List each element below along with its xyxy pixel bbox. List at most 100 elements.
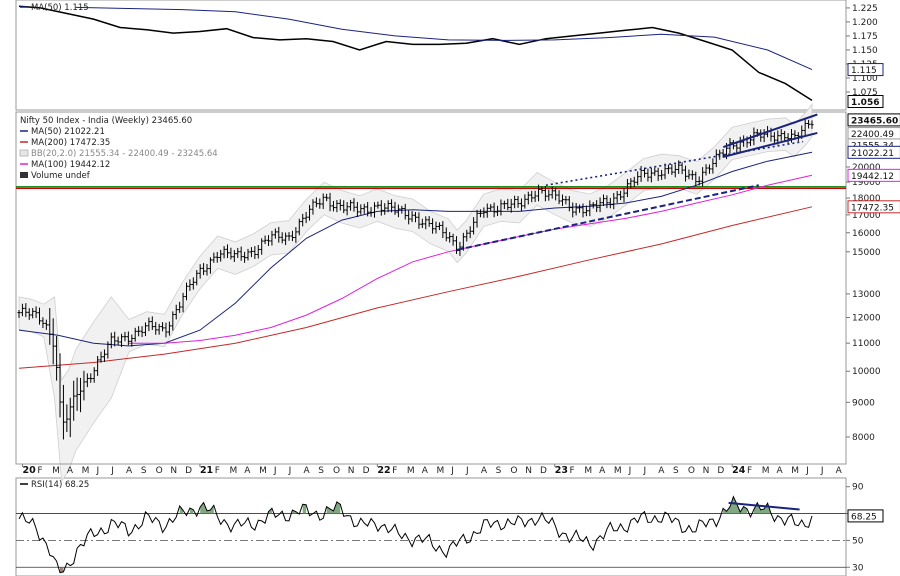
month-label: N — [525, 466, 532, 476]
month-label: M — [52, 466, 60, 476]
ratio-series-ratio — [18, 5, 813, 102]
price-tag-0: 23465.60 — [851, 116, 898, 126]
rsi-overbought-fill — [302, 504, 307, 514]
price-y-tick-label: 17000 — [852, 211, 881, 221]
price-chart-title: Nifty 50 Index - India (Weekly) 23465.60 — [20, 116, 192, 126]
price-panel: 8000 9000 10000 11000 12000 13000 15000 16000 17… — [16, 102, 900, 483]
price-tag-4: 19442.12 — [851, 172, 894, 182]
rsi-overbought-fill — [326, 501, 341, 514]
rsi-overbought-fill — [723, 496, 748, 514]
month-label: J — [642, 466, 646, 476]
month-label: F — [747, 466, 752, 476]
ratio-panel-frame — [15, 0, 847, 111]
rsi-last-tag: 68.25 — [851, 512, 877, 522]
ratio-y-tick-label: 1.100 — [852, 74, 878, 84]
month-label: A — [836, 466, 843, 476]
month-label: A — [777, 466, 784, 476]
month-label: J — [805, 466, 809, 476]
month-label: J — [465, 466, 469, 476]
rsi-y-tick-label: 30 — [852, 563, 864, 573]
month-label: A — [658, 466, 665, 476]
time-axis: 20 F M A M J J A S O N D 21 F M A M J J A S O N D 22 F M A M J J A S O N D 2… — [16, 463, 846, 476]
price-legend-ma50: MA(50) 21022.21 — [31, 127, 105, 137]
price-y-tick-label: 20000 — [852, 163, 881, 173]
month-label: F — [392, 466, 397, 476]
ratio-last-tag: 1.056 — [851, 98, 879, 108]
month-label: J — [288, 466, 292, 476]
ratio-legend-ma50: MA(50) 1.115 — [31, 3, 89, 13]
ratio-last-tag-box — [847, 95, 884, 109]
rsi-y-tick-label: 90 — [852, 483, 864, 493]
month-label: N — [348, 466, 355, 476]
month-label: A — [599, 466, 606, 476]
price-legend-bb: BB(20,2.0) 21555.34 - 22400.49 - 23245.6… — [31, 149, 218, 159]
month-label: S — [318, 466, 324, 476]
month-label: M — [82, 466, 90, 476]
price-legend-ma100: MA(100) 19442.12 — [31, 160, 110, 170]
year-label: 22 — [377, 465, 390, 476]
month-label: F — [37, 466, 42, 476]
month-label: J — [628, 466, 632, 476]
month-label: M — [259, 466, 267, 476]
price-legend: Nifty 50 Index - India (Weekly) 23465.60… — [19, 116, 218, 181]
month-label: A — [67, 466, 74, 476]
ratio-ma-tag-box — [847, 63, 884, 77]
price-tag-0-box — [847, 113, 900, 127]
ratio-y-tick-label: 1.200 — [852, 18, 878, 28]
month-label: M — [407, 466, 415, 476]
rsi-legend: RSI(14) 68.25 — [20, 480, 89, 490]
price-y-tick-label: 18000 — [852, 194, 881, 204]
month-label: S — [141, 466, 147, 476]
price-tag-5-box — [847, 200, 900, 214]
month-label: M — [791, 466, 799, 476]
month-label: D — [717, 466, 724, 476]
month-label: A — [481, 466, 488, 476]
ratio-y-tick-label: 1.075 — [852, 88, 878, 98]
month-label: M — [762, 466, 770, 476]
rsi-oversold-fill — [60, 567, 64, 573]
month-label: M — [584, 466, 592, 476]
month-label: M — [614, 466, 622, 476]
trendline-solid-3 — [723, 131, 818, 158]
price-tag-3: 21022.21 — [851, 149, 894, 159]
ratio-series-ma50 — [75, 6, 813, 71]
price-legend-swatch-volume — [20, 172, 28, 178]
price-tag-3-box — [847, 145, 900, 159]
month-label: O — [688, 466, 695, 476]
ratio-y-tick-label: 1.150 — [852, 46, 878, 56]
month-label: F — [215, 466, 220, 476]
ratio-ma-tag: 1.115 — [851, 66, 877, 76]
price-legend-swatch-bb — [19, 149, 29, 157]
year-label: 23 — [555, 465, 568, 476]
price-tag-1: 22400.49 — [851, 130, 894, 140]
month-label: S — [496, 466, 502, 476]
price-tag-5: 17472.35 — [851, 203, 894, 213]
trendline-dashed-0 — [456, 184, 759, 251]
rsi-legend-label: RSI(14) 68.25 — [31, 480, 89, 490]
month-label: J — [110, 466, 114, 476]
month-label: D — [540, 466, 547, 476]
month-label: A — [303, 466, 310, 476]
price-series-ma200 — [18, 206, 813, 369]
rsi-y-tick-label: 50 — [852, 536, 864, 546]
month-label: D — [363, 466, 370, 476]
price-series-ma50 — [18, 151, 813, 347]
price-y-tick-label: 15000 — [852, 248, 881, 258]
trendline-solid-2 — [722, 113, 818, 149]
price-y-tick-label: 12000 — [852, 314, 881, 324]
year-label: 21 — [200, 465, 213, 476]
month-label: J — [95, 466, 99, 476]
trendline-dotted-1 — [545, 140, 804, 187]
month-label: A — [422, 466, 429, 476]
rsi-line — [18, 495, 813, 574]
ratio-legend: MA(50) 1.115 — [20, 3, 89, 13]
month-label: N — [170, 466, 177, 476]
year-label: 24 — [732, 465, 746, 476]
price-y-tick-label: 13000 — [852, 290, 881, 300]
price-bars — [17, 118, 814, 440]
price-legend-ma200: MA(200) 17472.35 — [31, 138, 110, 148]
month-label: O — [156, 466, 163, 476]
price-y-tick-label: 10000 — [852, 367, 881, 377]
month-label: J — [273, 466, 277, 476]
